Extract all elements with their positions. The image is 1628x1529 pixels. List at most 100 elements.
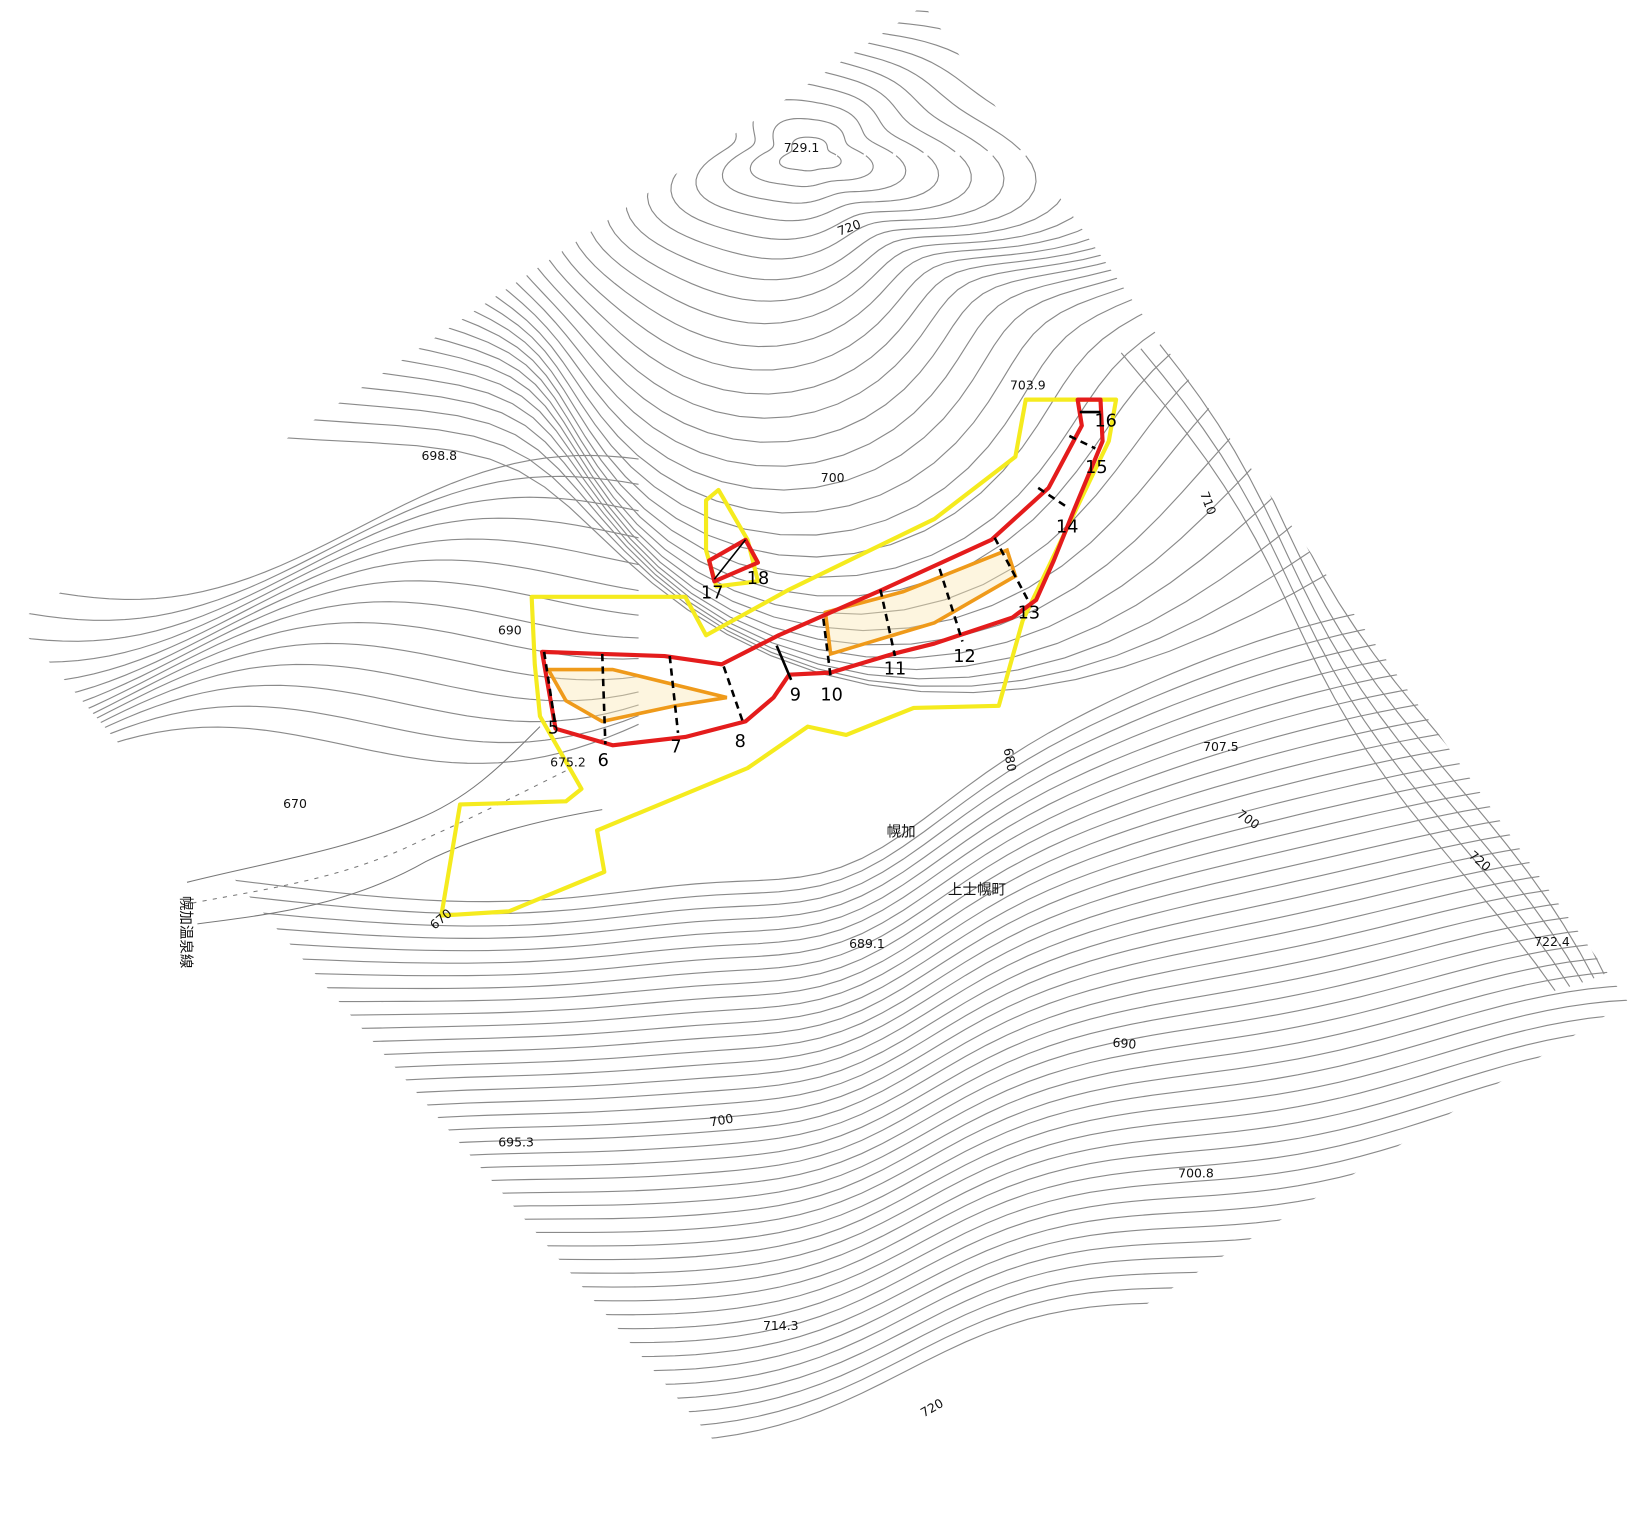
section-number: 17 xyxy=(701,584,723,604)
contour-line xyxy=(1159,344,1584,983)
contour-line xyxy=(521,5,1182,395)
contour-line xyxy=(721,99,907,204)
contour-line xyxy=(155,1128,1628,1436)
contour-line xyxy=(155,1171,1628,1482)
contour-line xyxy=(1600,211,1628,850)
section-line xyxy=(600,653,607,745)
contour-line xyxy=(155,1200,1628,1512)
section-number: 6 xyxy=(598,751,609,771)
contour-line xyxy=(1120,352,1556,992)
contour-line xyxy=(15,642,639,764)
contour-line xyxy=(333,5,1304,536)
section-number: 8 xyxy=(735,732,746,752)
contour-line xyxy=(1308,294,1628,933)
contour-line xyxy=(1509,244,1628,883)
road-edge xyxy=(197,809,603,925)
contour-line xyxy=(15,5,1539,694)
contour-line xyxy=(257,5,1337,578)
contour-line xyxy=(155,808,1628,1095)
contour-line xyxy=(155,882,1628,1173)
section-line xyxy=(713,539,747,580)
contour-line xyxy=(1538,232,1628,871)
contour-line xyxy=(173,5,1374,615)
section-number: 15 xyxy=(1085,458,1107,478)
place-label: 幌加 xyxy=(887,823,916,840)
contour-line xyxy=(1519,240,1628,879)
road xyxy=(186,726,603,925)
contour-line xyxy=(1272,306,1628,946)
contour-line xyxy=(15,5,1432,671)
contour-line xyxy=(15,5,1454,680)
contour-line xyxy=(15,723,639,794)
elevation-label: 680 xyxy=(1001,747,1020,773)
contour-line xyxy=(1497,248,1628,888)
contour-line xyxy=(1559,223,1628,863)
contour-line xyxy=(15,684,639,781)
elevation-label: 689.1 xyxy=(849,936,885,951)
elevation-label: 700.8 xyxy=(1178,1165,1214,1180)
contour-line xyxy=(1617,207,1628,846)
contour-line xyxy=(155,1085,1628,1390)
section-line xyxy=(1037,486,1071,510)
elevation-label: 670 xyxy=(283,796,307,811)
contour-line xyxy=(15,5,1495,687)
section-lines xyxy=(542,410,1101,745)
contour-line xyxy=(695,80,940,222)
contour-line xyxy=(155,688,1628,977)
contour-line xyxy=(1584,215,1628,855)
contour-line xyxy=(155,657,1628,952)
yellow-boundary xyxy=(703,487,761,589)
elevation-label: 690 xyxy=(1112,1035,1137,1052)
elevation-label: 700 xyxy=(821,470,845,485)
contour-line xyxy=(585,5,1099,325)
place-label: 幌加温泉線 xyxy=(177,896,194,969)
contour-line xyxy=(155,940,1628,1235)
contour-line xyxy=(567,5,1128,348)
section-line xyxy=(775,645,793,681)
contour-line xyxy=(44,5,1419,659)
section-number: 13 xyxy=(1018,603,1040,623)
contour-line xyxy=(1571,219,1628,859)
road-edge xyxy=(192,767,572,904)
section-number: 7 xyxy=(670,737,681,757)
contour-line xyxy=(1295,298,1628,938)
section-line xyxy=(822,618,832,677)
contour-line xyxy=(155,1114,1628,1420)
label-layer: 729.1720703.9698.8700710690675.267068070… xyxy=(177,140,1570,1420)
contour-line xyxy=(1436,265,1628,904)
elevation-label: 714.3 xyxy=(763,1318,799,1333)
contour-line xyxy=(1470,257,1628,896)
contour-line xyxy=(155,1185,1628,1497)
contour-line xyxy=(155,749,1628,1032)
contour-line xyxy=(604,5,1068,302)
elevation-label: 690 xyxy=(498,623,522,638)
elevation-label: 720 xyxy=(835,216,863,238)
orange-area xyxy=(545,667,728,724)
contour-line xyxy=(155,1071,1628,1374)
elevation-label: 675.2 xyxy=(550,754,586,769)
contour-line xyxy=(155,998,1628,1297)
contour-line xyxy=(398,5,1270,491)
red-boundary xyxy=(707,537,761,584)
contour-line xyxy=(1484,252,1628,892)
red-boundary xyxy=(539,397,1105,748)
contour-line xyxy=(1194,336,1605,975)
elevation-label: 700 xyxy=(708,1111,734,1130)
survey-overlay xyxy=(439,397,1119,918)
contour-line xyxy=(155,1143,1628,1451)
contour-line xyxy=(1378,277,1628,917)
contour-line xyxy=(670,61,972,240)
contour-line xyxy=(15,622,639,753)
contour-line xyxy=(297,5,1319,558)
elevation-label: 703.9 xyxy=(1010,378,1046,393)
contour-line xyxy=(1529,236,1628,875)
contour-line xyxy=(155,1013,1628,1312)
contour-line xyxy=(155,984,1628,1281)
contour-line xyxy=(155,794,1628,1079)
elevation-label: 710 xyxy=(1197,489,1219,517)
section-line xyxy=(938,568,964,642)
section-line xyxy=(722,665,745,724)
